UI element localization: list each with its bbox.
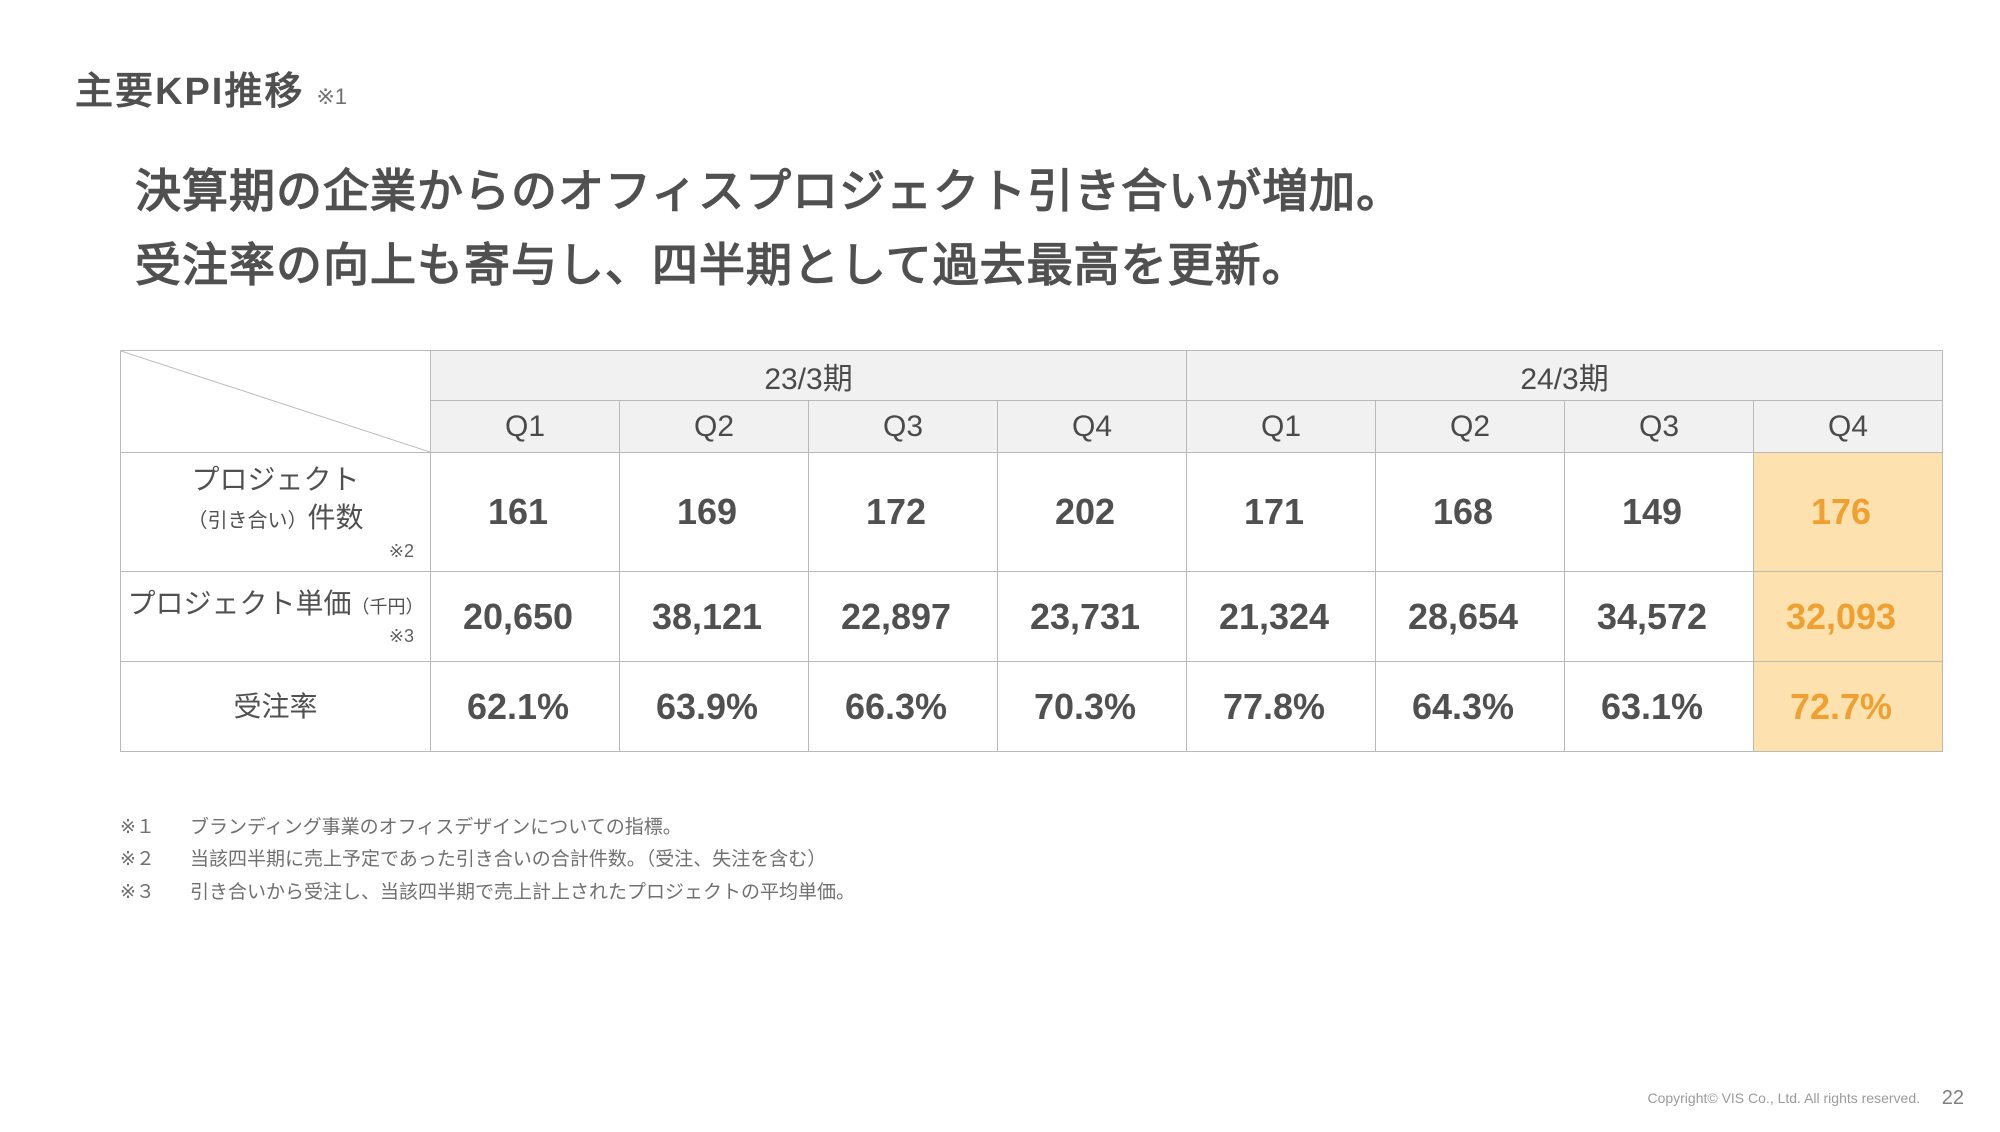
- table-cell: 28,654: [1376, 572, 1565, 662]
- page-number: 22: [1942, 1087, 1964, 1110]
- footnote-text: 引き合いから受注し、当該四半期で売上計上されたプロジェクトの平均単価。: [190, 877, 855, 909]
- table-cell: 77.8%: [1187, 662, 1376, 752]
- table-cell: 172: [809, 453, 998, 572]
- table-cell: 63.1%: [1565, 662, 1754, 752]
- footnote-text: 当該四半期に売上予定であった引き合いの合計件数。（受注、失注を含む）: [190, 844, 826, 876]
- table-cell: 70.3%: [998, 662, 1187, 752]
- table-cell: 72.7%: [1754, 662, 1943, 752]
- table-cell: 34,572: [1565, 572, 1754, 662]
- slide-title: 主要KPI推移: [75, 60, 304, 115]
- table-cell: 32,093: [1754, 572, 1943, 662]
- table-cell: 168: [1376, 453, 1565, 572]
- footnote: ※２当該四半期に売上予定であった引き合いの合計件数。（受注、失注を含む）: [120, 844, 1925, 876]
- table-cell: 149: [1565, 453, 1754, 572]
- quarter-header: Q4: [998, 401, 1187, 453]
- quarter-header: Q3: [1565, 401, 1754, 453]
- table-cell: 63.9%: [620, 662, 809, 752]
- period-header: 24/3期: [1187, 351, 1943, 401]
- table-cell: 22,897: [809, 572, 998, 662]
- table-cell: 169: [620, 453, 809, 572]
- footnote: ※３引き合いから受注し、当該四半期で売上計上されたプロジェクトの平均単価。: [120, 877, 1925, 909]
- slide-title-row: 主要KPI推移 ※1: [75, 60, 1925, 115]
- table-cell: 202: [998, 453, 1187, 572]
- headline-line-2: 受注率の向上も寄与し、四半期として過去最高を更新。: [135, 239, 1309, 291]
- table-cell: 64.3%: [1376, 662, 1565, 752]
- table-cell: 161: [431, 453, 620, 572]
- quarter-header: Q2: [620, 401, 809, 453]
- table-cell: 171: [1187, 453, 1376, 572]
- kpi-table: 23/3期24/3期Q1Q2Q3Q4Q1Q2Q3Q4プロジェクト（引き合い）件数…: [120, 350, 1943, 752]
- row-label: プロジェクト（引き合い）件数※2: [121, 453, 431, 572]
- quarter-header: Q2: [1376, 401, 1565, 453]
- quarter-header: Q3: [809, 401, 998, 453]
- slide-title-footnote-mark: ※1: [316, 84, 347, 110]
- table-cell: 20,650: [431, 572, 620, 662]
- table-cell: 66.3%: [809, 662, 998, 752]
- table-cell: 62.1%: [431, 662, 620, 752]
- quarter-header: Q1: [431, 401, 620, 453]
- footnote-key: ※２: [120, 844, 190, 876]
- headline: 決算期の企業からのオフィスプロジェクト引き合いが増加。 受注率の向上も寄与し、四…: [135, 155, 1925, 302]
- table-corner-cell: [121, 351, 431, 453]
- table-cell: 38,121: [620, 572, 809, 662]
- footnote-key: ※１: [120, 812, 190, 844]
- footnote-key: ※３: [120, 877, 190, 909]
- row-label: 受注率: [121, 662, 431, 752]
- quarter-header: Q1: [1187, 401, 1376, 453]
- row-label: プロジェクト単価（千円）※3: [121, 572, 431, 662]
- footnote: ※１ブランディング事業のオフィスデザインについての指標。: [120, 812, 1925, 844]
- headline-line-1: 決算期の企業からのオフィスプロジェクト引き合いが増加。: [135, 165, 1403, 217]
- table-cell: 23,731: [998, 572, 1187, 662]
- footnote-text: ブランディング事業のオフィスデザインについての指標。: [190, 812, 682, 844]
- kpi-table-wrap: 23/3期24/3期Q1Q2Q3Q4Q1Q2Q3Q4プロジェクト（引き合い）件数…: [120, 350, 1880, 752]
- footnotes: ※１ブランディング事業のオフィスデザインについての指標。※２当該四半期に売上予定…: [120, 812, 1925, 909]
- table-cell: 176: [1754, 453, 1943, 572]
- copyright: Copyright© VIS Co., Ltd. All rights rese…: [1647, 1090, 1920, 1106]
- quarter-header: Q4: [1754, 401, 1943, 453]
- period-header: 23/3期: [431, 351, 1187, 401]
- slide: 主要KPI推移 ※1 決算期の企業からのオフィスプロジェクト引き合いが増加。 受…: [0, 0, 2000, 1132]
- table-cell: 21,324: [1187, 572, 1376, 662]
